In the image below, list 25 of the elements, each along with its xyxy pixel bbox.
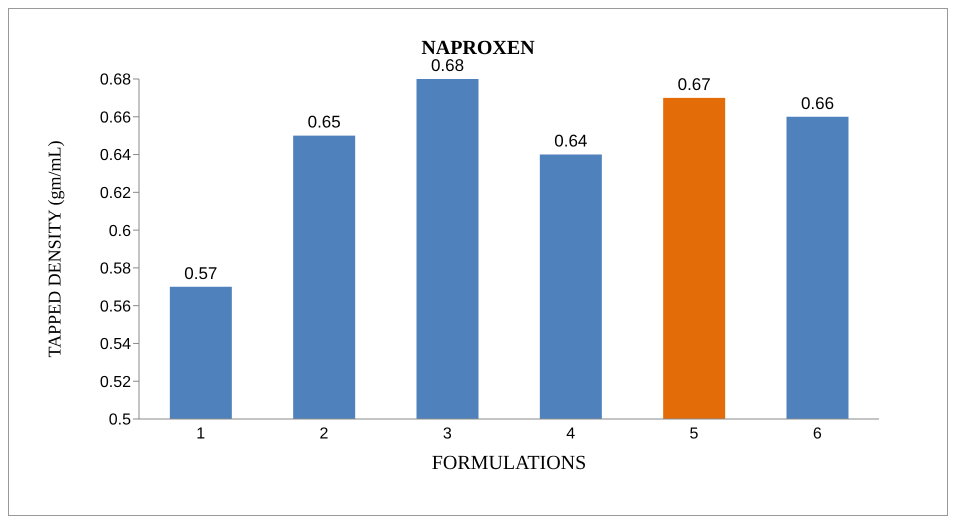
x-tick-label: 3 xyxy=(442,425,452,442)
y-tick-label: 0.64 xyxy=(100,147,132,164)
data-label: 0.64 xyxy=(554,132,588,151)
y-tick-label: 0.58 xyxy=(100,260,132,278)
data-label: 0.67 xyxy=(678,74,711,94)
x-tick-label: 2 xyxy=(320,425,329,442)
chart-title: NAPROXEN xyxy=(420,37,536,59)
y-tick-label: 0.5 xyxy=(108,412,132,429)
y-tick-label: 0.62 xyxy=(100,185,132,202)
x-axis-title: FORMULATIONS xyxy=(432,452,586,474)
data-label: 0.65 xyxy=(308,112,341,132)
y-tick-label: 0.6 xyxy=(108,222,132,240)
data-label: 0.66 xyxy=(800,94,834,113)
x-tick-label: 6 xyxy=(812,425,822,442)
y-tick-label: 0.52 xyxy=(100,374,132,391)
data-label: 0.57 xyxy=(184,264,218,283)
y-tick-label: 0.66 xyxy=(100,109,132,126)
y-tick-label: 0.68 xyxy=(100,72,132,89)
y-axis-title: TAPPED DENSITY (gm/mL) xyxy=(44,140,64,358)
y-tick-label: 0.54 xyxy=(100,336,132,354)
x-tick-label: 1 xyxy=(196,425,206,442)
y-tick-label: 0.56 xyxy=(100,298,132,316)
x-tick-label: 4 xyxy=(566,425,576,442)
x-tick-label: 5 xyxy=(690,425,699,442)
data-label: 0.68 xyxy=(430,56,464,75)
